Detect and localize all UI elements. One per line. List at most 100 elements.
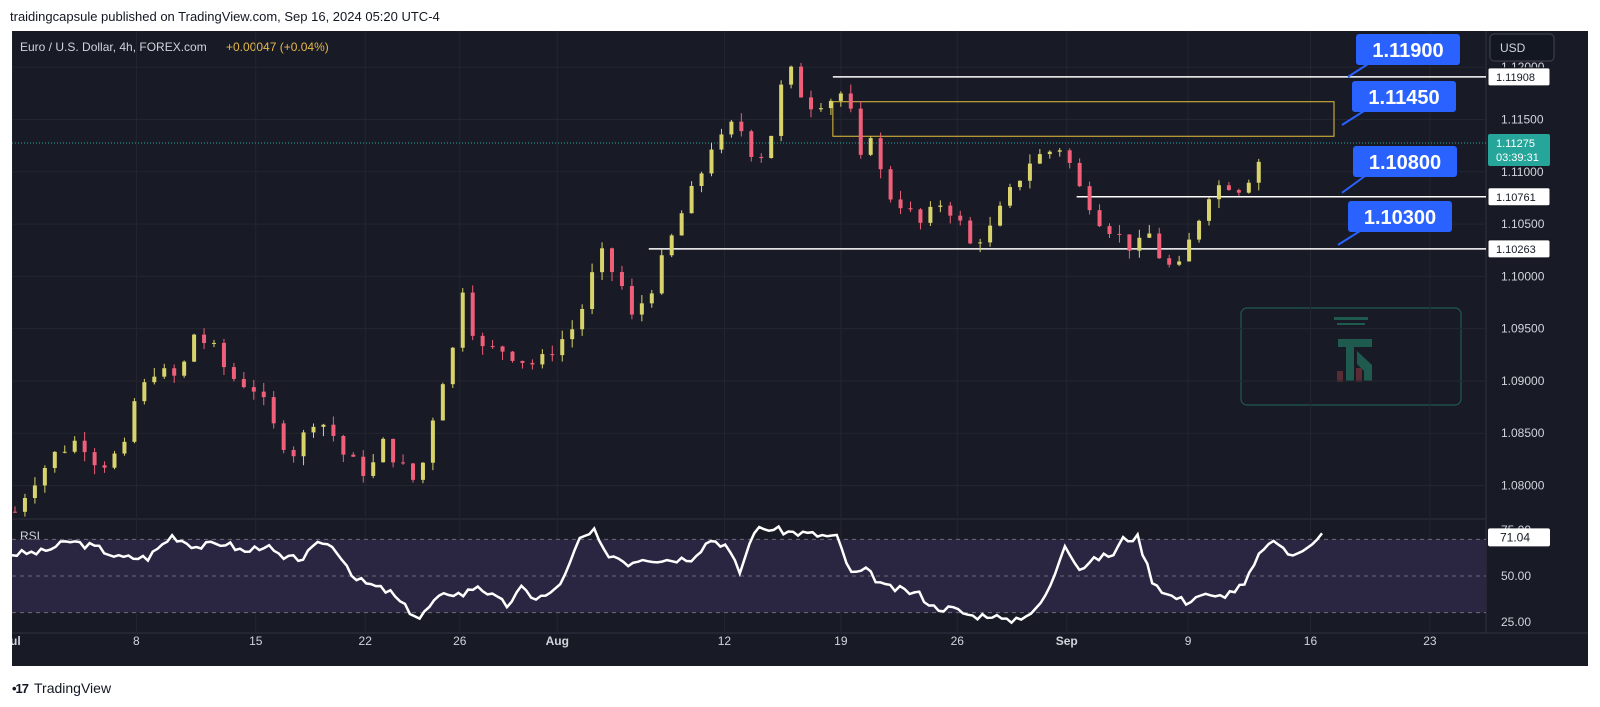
candle-body <box>968 220 973 244</box>
candle-body <box>540 354 545 365</box>
price-axis-label: 1.08500 <box>1501 426 1545 440</box>
candle-body <box>82 440 87 453</box>
candle-body <box>192 334 197 362</box>
candle-body <box>221 342 226 368</box>
candle-body <box>848 93 853 109</box>
candle-body <box>928 206 933 223</box>
candle-body <box>610 248 614 273</box>
candle-body <box>789 66 794 85</box>
publish-info: traidingcapsule published on TradingView… <box>10 9 440 24</box>
candle-body <box>1187 239 1192 262</box>
time-axis-label: 16 <box>1304 634 1318 648</box>
callout-pointer <box>1341 110 1365 126</box>
candle-body <box>341 435 346 455</box>
candle-body <box>132 401 137 442</box>
candle-body <box>231 367 236 379</box>
candle-body <box>202 334 207 344</box>
price-callout <box>1356 34 1460 65</box>
candle-body <box>520 360 525 363</box>
currency-button[interactable] <box>1489 33 1555 62</box>
candle-body <box>600 248 605 273</box>
candle-body <box>689 185 694 214</box>
candle-body <box>958 215 963 221</box>
candle-body <box>759 156 764 159</box>
candle-body <box>749 131 754 157</box>
candle-body <box>619 272 624 287</box>
candle-body <box>868 138 873 155</box>
level-price-tag-label: 1.11908 <box>1496 72 1535 84</box>
tradingview-logo-icon: •17 <box>12 680 29 696</box>
time-axis-label: 23 <box>1423 634 1437 648</box>
time-axis-label: 19 <box>834 634 848 648</box>
candle-body <box>938 205 943 207</box>
candle-body <box>948 205 953 216</box>
candle-body <box>72 440 77 452</box>
price-axis-label: 1.10000 <box>1501 269 1545 283</box>
candle-body <box>420 462 425 480</box>
watermark-logo <box>1240 307 1462 406</box>
time-axis-label: 12 <box>718 634 732 648</box>
candle-body <box>649 293 654 304</box>
candle-body <box>639 303 644 315</box>
candle-body <box>629 286 634 315</box>
candle-body <box>32 485 37 498</box>
price-axis-label: 1.11000 <box>1501 165 1544 179</box>
candle-body <box>888 169 893 200</box>
candle-body <box>291 449 296 457</box>
candle-body <box>669 235 674 256</box>
candle-body <box>828 100 833 109</box>
candle-body <box>371 462 376 476</box>
level-price-tag <box>1487 187 1551 207</box>
price-callout-label: 1.11450 <box>1368 87 1439 109</box>
candle-body <box>1236 190 1241 193</box>
candle-body <box>1137 237 1142 251</box>
price-axis-label: 1.11500 <box>1501 113 1544 127</box>
candle-body <box>1147 233 1152 238</box>
rsi-line <box>11 524 1323 625</box>
candle-body <box>1117 233 1122 235</box>
candle-body <box>1097 210 1102 227</box>
price-axis-label: 1.10500 <box>1501 217 1545 231</box>
chart-area[interactable]: Euro / U.S. Dollar, 4h, FOREX.com +0.000… <box>3 31 1588 666</box>
time-axis-label: 26 <box>453 634 467 648</box>
price-axis-label: 1.09000 <box>1501 374 1545 388</box>
price-callout <box>1348 201 1452 232</box>
candle-body <box>212 342 216 344</box>
resistance-zone <box>832 101 1335 137</box>
candle-body <box>440 384 445 421</box>
candle-body <box>152 376 157 383</box>
candle-body <box>590 272 595 309</box>
candle-body <box>679 213 684 236</box>
candle-body <box>1017 180 1022 188</box>
candle-body <box>779 84 784 136</box>
candle-body <box>1216 185 1221 200</box>
price-callout <box>1353 146 1457 177</box>
candle-body <box>1087 186 1092 211</box>
chart-svg[interactable]: Euro / U.S. Dollar, 4h, FOREX.com +0.000… <box>3 31 1588 666</box>
rsi-value-tag <box>1488 528 1550 547</box>
level-price-tag <box>1487 239 1551 259</box>
price-callout-label: 1.10300 <box>1364 207 1436 229</box>
candle-body <box>530 362 535 365</box>
candle-body <box>331 424 336 436</box>
candle-body <box>1177 261 1182 265</box>
candle-body <box>1207 199 1211 221</box>
price-callout-label: 1.10800 <box>1369 152 1441 174</box>
footer-brand: TradingView <box>34 680 112 696</box>
candle-body <box>858 108 863 155</box>
footer-logo[interactable]: •17 TradingView <box>12 680 111 696</box>
candle-body <box>799 66 804 98</box>
candle-body <box>251 387 256 392</box>
rsi-axis-label: 25.00 <box>1501 615 1531 629</box>
candle-body <box>908 208 913 210</box>
level-price-tag-label: 1.10761 <box>1496 192 1536 204</box>
candle-body <box>809 97 813 110</box>
candle-body <box>301 432 306 457</box>
candle-body <box>381 438 386 463</box>
candle-body <box>470 292 475 336</box>
candle-body <box>739 121 744 132</box>
candle-body <box>1197 220 1202 240</box>
time-axis-label: 26 <box>951 634 965 648</box>
candle-body <box>321 424 326 427</box>
candle-body <box>838 93 843 101</box>
